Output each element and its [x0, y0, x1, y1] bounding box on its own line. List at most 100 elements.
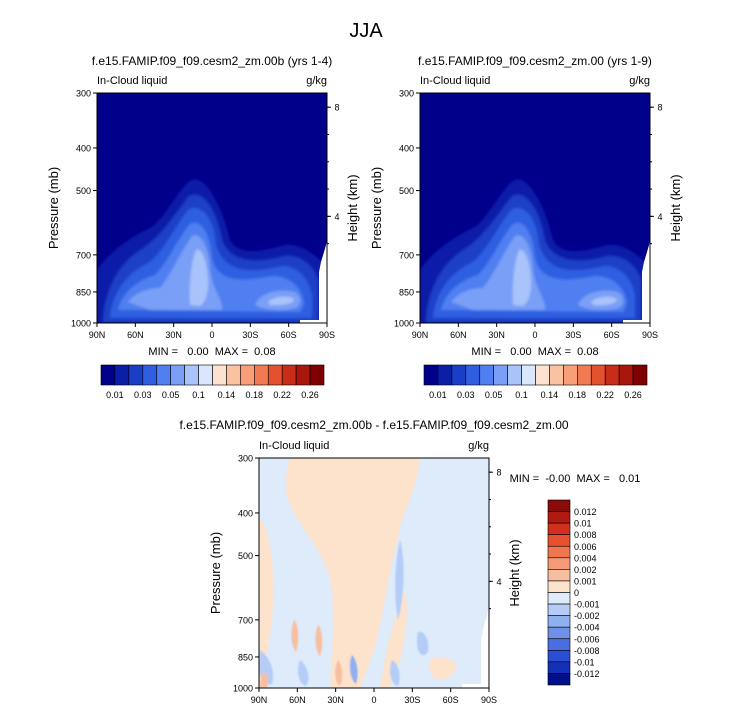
panel-a-contour-level-6b: [268, 296, 294, 306]
panel-diff-positive-region-1: [285, 458, 420, 688]
panel-diff-y2-ticks: 84: [489, 468, 502, 610]
panel-diff-field: [259, 458, 489, 688]
colorbar-label: 0.008: [574, 530, 597, 540]
colorbar-label: -0.001: [574, 600, 600, 610]
colorbar-label: -0.01: [574, 657, 595, 667]
panel-diff-positive-region-3: [380, 590, 408, 688]
panel-a-x-ticks: 90N 60N 30N 0 30S 60S 90S: [89, 323, 335, 340]
colorbar-label: 0.05: [162, 390, 180, 400]
panel-a-left-label: In-Cloud liquid: [97, 75, 167, 87]
y-tick-label: 700: [76, 250, 91, 260]
y-tick-label: 850: [399, 287, 414, 297]
panel-a-title: f.e15.FAMIP.f09_f09.cesm2_zm.00b (yrs 1-…: [92, 54, 333, 68]
colorbar-swatch: [240, 364, 255, 386]
panel-b-left-label: In-Cloud liquid: [420, 75, 490, 87]
panel-diff-pos-blob-2: [315, 625, 323, 656]
colorbar-label: -0.004: [574, 623, 600, 633]
panel-diff-ylabel: Pressure (mb): [208, 532, 223, 614]
colorbar-swatch: [479, 364, 494, 386]
colorbar-swatch: [547, 499, 571, 512]
colorbar-swatch: [547, 545, 571, 559]
colorbar-swatch: [604, 364, 620, 386]
colorbar-swatch: [198, 364, 213, 386]
panel-diff-pos-blob-3: [335, 660, 343, 686]
colorbar-swatch: [547, 534, 571, 547]
y-tick-label: 850: [76, 287, 91, 297]
colorbar-label: -0.008: [574, 646, 600, 656]
colorbar-swatch: [547, 673, 571, 686]
colorbar-swatch: [590, 364, 606, 386]
panel-b-y-ticks: 300 400 500 700 850 1000: [394, 89, 420, 329]
colorbar-label: 0.26: [301, 390, 319, 400]
colorbar-label: 0.14: [541, 390, 559, 400]
panel-a-y-ticks: 300 400 500 700 850 1000: [71, 89, 97, 329]
colorbar-swatch: [184, 364, 199, 386]
colorbar-label: 0.002: [574, 565, 597, 575]
panel-b-contour-level-6: [512, 249, 532, 306]
panel-b-missing-surface: [623, 320, 650, 323]
colorbar-swatch: [281, 364, 297, 386]
x-tick-label: 30N: [165, 330, 182, 340]
colorbar-label: 0.012: [574, 507, 597, 517]
panel-a-y2label: Height (km): [345, 174, 360, 241]
x-tick-label: 0: [209, 330, 214, 340]
y2-tick-label: 4: [334, 212, 339, 222]
colorbar-swatch: [549, 364, 564, 386]
y2-tick-label: 8: [657, 103, 662, 113]
colorbar-swatch: [507, 364, 522, 386]
colorbar-swatch: [547, 626, 571, 640]
colorbar-swatch: [423, 364, 439, 386]
colorbar-label: 0.006: [574, 542, 597, 552]
x-tick-label: 90N: [89, 330, 106, 340]
x-tick-label: 90S: [642, 330, 658, 340]
panel-diff-positive-region-4: [429, 656, 457, 680]
colorbar-swatch: [577, 364, 592, 386]
panel-diff-y-ticks: 300 400 500 700 850 1000: [233, 454, 259, 694]
colorbar-swatch: [226, 364, 241, 386]
colorbar-swatch: [547, 638, 571, 651]
y2-tick-label: 8: [496, 468, 501, 478]
figure-title: JJA: [349, 20, 383, 42]
y-tick-label: 400: [76, 143, 91, 153]
colorbar-label: 0.18: [569, 390, 587, 400]
colorbar-swatch: [632, 364, 648, 386]
panel-diff-pos-blob-4: [260, 672, 269, 688]
colorbar-label: 0.14: [218, 390, 236, 400]
colorbar-label: 0.05: [485, 390, 503, 400]
colorbar-swatch: [156, 364, 171, 386]
colorbar-label: 0.01: [574, 519, 592, 529]
y-tick-label: 300: [76, 89, 91, 99]
x-tick-label: 60N: [289, 695, 306, 705]
y-tick-label: 500: [399, 186, 414, 196]
panel-b-x-ticks: 90N 60N 30N 0 30S 60S 90S: [412, 323, 658, 340]
x-tick-label: 90S: [319, 330, 335, 340]
colorbar-label: 0.26: [624, 390, 642, 400]
colorbar-swatch: [465, 364, 481, 386]
panel-a: f.e15.FAMIP.f09_f09.cesm2_zm.00b (yrs 1-…: [46, 54, 360, 400]
panel-b-stats: MIN = 0.00 MAX = 0.08: [471, 346, 598, 358]
colorbar-swatch: [170, 364, 185, 386]
x-tick-label: 30S: [242, 330, 258, 340]
panel-b-ylabel: Pressure (mb): [369, 167, 384, 249]
colorbar-label: 0.004: [574, 553, 597, 563]
panel-diff-neg-blob-2: [416, 631, 429, 656]
panel-b-missing-region: [642, 240, 650, 323]
colorbar-label: 0.18: [246, 390, 264, 400]
colorbar-swatch: [535, 364, 550, 386]
colorbar-swatch: [295, 364, 311, 386]
colorbar-label: 0.01: [106, 390, 124, 400]
panel-a-field: [97, 93, 327, 323]
colorbar-swatch: [128, 364, 144, 386]
x-tick-label: 90N: [412, 330, 429, 340]
colorbar-swatch: [547, 569, 571, 582]
x-tick-label: 30S: [404, 695, 420, 705]
colorbar-label: -0.006: [574, 634, 600, 644]
colorbar-label: 0.001: [574, 576, 597, 586]
panel-diff-y2label: Height (km): [507, 539, 522, 606]
y-tick-label: 400: [399, 143, 414, 153]
colorbar-label: 0.03: [134, 390, 152, 400]
colorbar-swatch: [547, 580, 571, 593]
colorbar-swatch: [547, 511, 571, 524]
